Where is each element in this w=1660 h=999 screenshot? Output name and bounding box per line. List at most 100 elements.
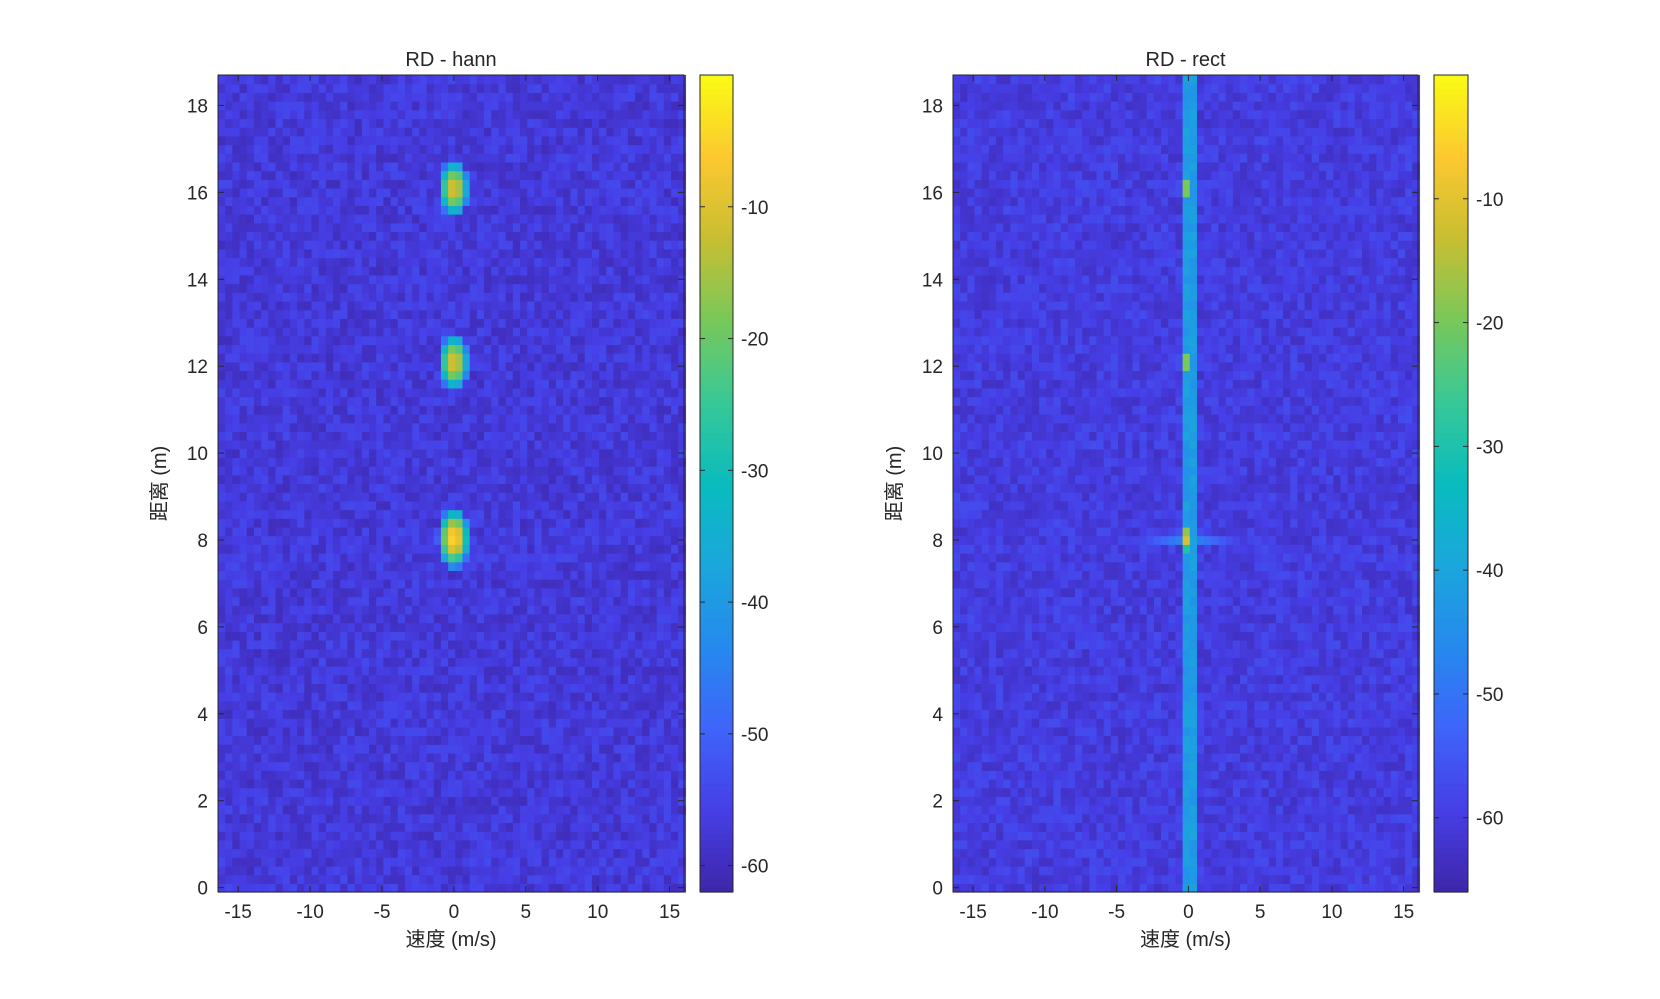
heatmap-cell [584, 240, 593, 250]
heatmap-cell [563, 214, 571, 224]
heatmap-cell [369, 300, 377, 311]
heatmap-cell [591, 101, 600, 111]
heatmap-cell [555, 170, 564, 180]
heatmap-cell [440, 535, 449, 545]
heatmap-cell [376, 787, 384, 797]
heatmap-cell [484, 370, 492, 380]
heatmap-cell [469, 839, 478, 850]
heatmap-cell [239, 214, 248, 224]
heatmap-cell [527, 874, 536, 884]
heatmap-cell [448, 822, 456, 832]
heatmap-cell [404, 857, 413, 867]
heatmap-cell [397, 700, 406, 711]
heatmap-cell [311, 883, 320, 893]
heatmap-cell [397, 101, 406, 111]
heatmap-cell [433, 248, 442, 259]
heatmap-cell [440, 118, 449, 128]
heatmap-cell [304, 605, 313, 615]
heatmap-cell [577, 135, 586, 146]
heatmap-cell [426, 796, 435, 806]
heatmap-cell [577, 666, 586, 676]
heatmap-cell [462, 257, 471, 267]
heatmap-cell [591, 535, 600, 545]
heatmap-cell [426, 500, 435, 511]
heatmap-cell [246, 153, 255, 163]
heatmap-cell [512, 822, 521, 832]
heatmap-cell [354, 396, 363, 406]
heatmap-cell [282, 135, 291, 146]
heatmap-cell [318, 631, 327, 641]
heatmap-cell [577, 735, 586, 745]
heatmap-cell [448, 327, 456, 337]
heatmap-cell [555, 344, 564, 354]
heatmap-cell [534, 457, 543, 467]
heatmap-cell [304, 448, 313, 459]
heatmap-cell [289, 300, 298, 311]
heatmap-cell [311, 735, 320, 745]
heatmap-cell [390, 570, 399, 580]
heatmap-cell [369, 257, 377, 267]
heatmap-cell [527, 283, 536, 293]
heatmap-cell [383, 231, 392, 241]
heatmap-cell [333, 413, 341, 424]
heatmap-cell [548, 822, 557, 832]
heatmap-cell [433, 266, 442, 276]
heatmap-cell [376, 813, 384, 824]
heatmap-cell [268, 344, 277, 354]
heatmap-cell [225, 396, 233, 406]
heatmap-cell [440, 327, 449, 337]
heatmap-cell [376, 379, 384, 389]
heatmap-cell [404, 770, 413, 780]
heatmap-cell [512, 735, 521, 745]
heatmap-cell [555, 118, 564, 128]
heatmap-cell [282, 387, 291, 398]
heatmap-cell [555, 570, 564, 580]
heatmap-cell [282, 92, 291, 102]
heatmap-cell [376, 396, 384, 406]
heatmap-cell [577, 700, 586, 711]
heatmap-cell [433, 396, 442, 406]
heatmap-cell [541, 448, 550, 459]
heatmap-cell [520, 883, 528, 893]
heatmap-cell [253, 839, 262, 850]
heatmap-cell [404, 335, 413, 346]
heatmap-cell [433, 75, 442, 85]
heatmap-cell [318, 101, 327, 111]
heatmap-cell [584, 448, 593, 459]
heatmap-cell [383, 170, 392, 180]
heatmap-cell [412, 135, 420, 146]
heatmap-cell [534, 240, 543, 250]
heatmap-cell [333, 187, 341, 198]
heatmap-cell [548, 205, 557, 215]
heatmap-cell [347, 161, 356, 172]
heatmap-cell [239, 613, 248, 624]
heatmap-cell [455, 648, 464, 658]
heatmap-cell [369, 648, 377, 658]
heatmap-cell [419, 431, 428, 441]
heatmap-cell [289, 735, 298, 745]
heatmap-cell [527, 361, 536, 372]
heatmap-cell [333, 813, 341, 824]
heatmap-cell [512, 344, 521, 354]
heatmap-cell [268, 787, 277, 797]
heatmap-cell [548, 535, 557, 545]
heatmap-cell [297, 448, 305, 459]
heatmap-cell [433, 666, 442, 676]
heatmap-cell [261, 187, 269, 198]
heatmap-cell [555, 813, 564, 824]
heatmap-cell [318, 379, 327, 389]
heatmap-cell [282, 744, 291, 754]
heatmap-cell [440, 274, 449, 285]
heatmap-cell [369, 75, 377, 85]
heatmap-cell [512, 865, 521, 876]
heatmap-cell [225, 483, 233, 493]
heatmap-cell [412, 75, 420, 85]
heatmap-cell [304, 109, 313, 120]
heatmap-cell [462, 544, 471, 554]
heatmap-cell [563, 248, 571, 259]
heatmap-cell [246, 631, 255, 641]
heatmap-cell [304, 274, 313, 285]
heatmap-cell [253, 857, 262, 867]
heatmap-cell [397, 596, 406, 606]
heatmap-cell [584, 457, 593, 467]
